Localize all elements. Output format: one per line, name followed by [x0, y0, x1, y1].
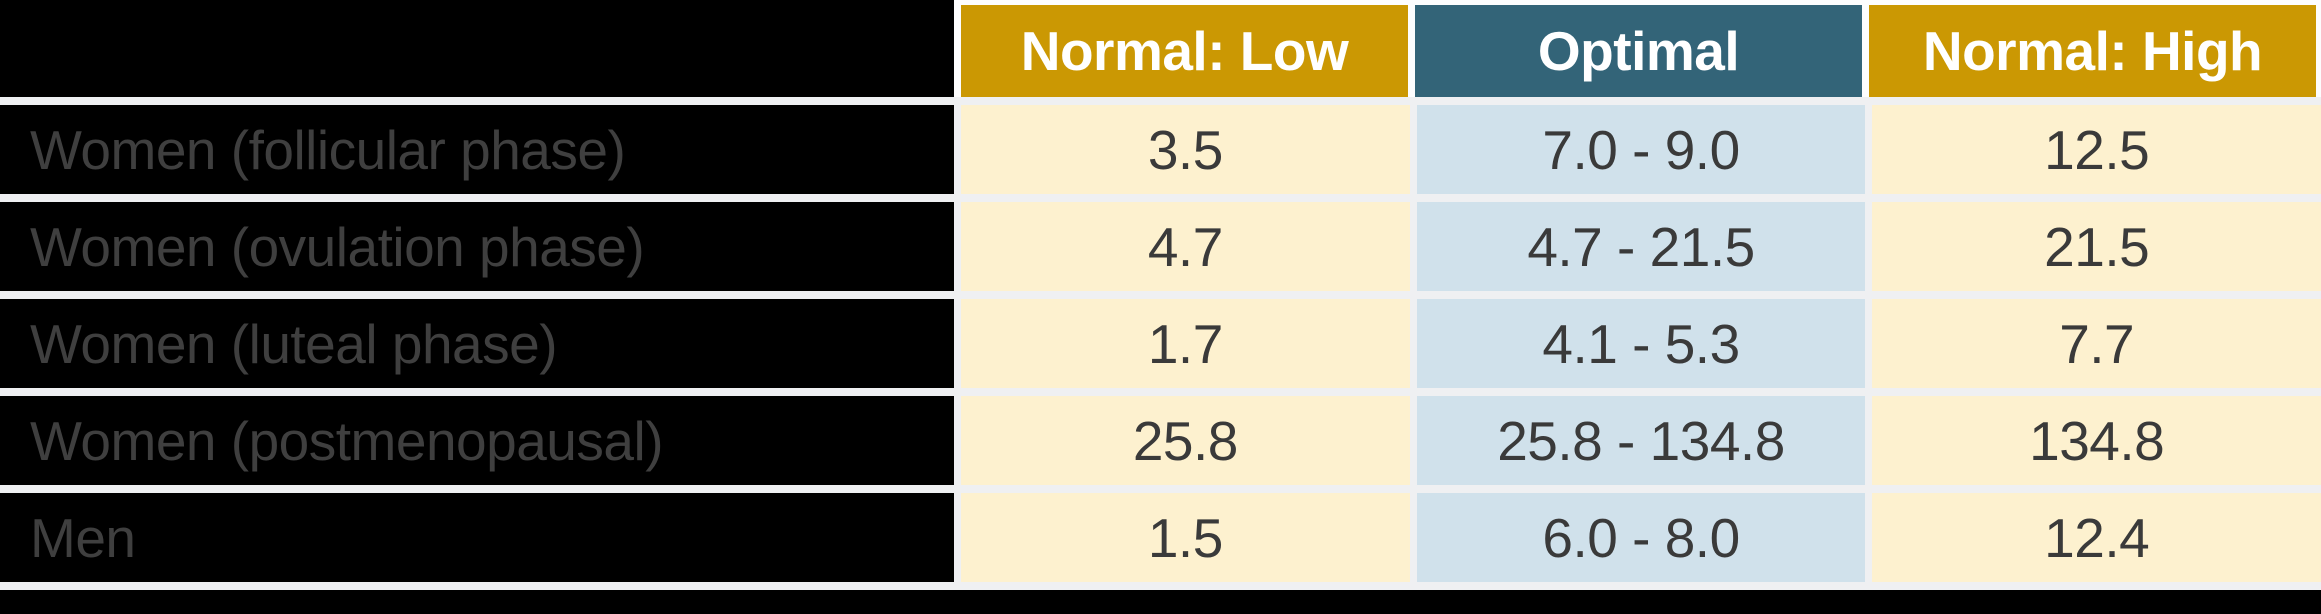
- table-row: Women (luteal phase) 1.7 4.1 - 5.3 7.7: [0, 299, 2321, 388]
- reference-range-table: Normal: Low Optimal Normal: High Women (…: [0, 0, 2321, 590]
- table-row: Women (follicular phase) 3.5 7.0 - 9.0 1…: [0, 105, 2321, 194]
- normal-low-value: 1.5: [961, 493, 1410, 582]
- normal-low-value: 4.7: [961, 202, 1410, 291]
- normal-high-value: 12.5: [1872, 105, 2321, 194]
- optimal-value: 6.0 - 8.0: [1416, 493, 1866, 582]
- table-row: Women (postmenopausal) 25.8 25.8 - 134.8…: [0, 396, 2321, 485]
- table-row: Women (ovulation phase) 4.7 4.7 - 21.5 2…: [0, 202, 2321, 291]
- column-header-optimal: Optimal: [1415, 5, 1862, 97]
- optimal-value: 4.7 - 21.5: [1416, 202, 1866, 291]
- normal-high-value: 21.5: [1872, 202, 2321, 291]
- normal-low-value: 25.8: [961, 396, 1410, 485]
- row-label: Women (postmenopausal): [0, 396, 954, 485]
- table-row: Men 1.5 6.0 - 8.0 12.4: [0, 493, 2321, 582]
- optimal-value: 7.0 - 9.0: [1416, 105, 1866, 194]
- normal-high-value: 7.7: [1872, 299, 2321, 388]
- column-header-normal-low: Normal: Low: [961, 5, 1408, 97]
- normal-low-value: 1.7: [961, 299, 1410, 388]
- row-label: Women (ovulation phase): [0, 202, 954, 291]
- bottom-divider-bar: [0, 590, 2321, 614]
- row-label: Women (follicular phase): [0, 105, 954, 194]
- row-label: Men: [0, 493, 954, 582]
- normal-high-value: 12.4: [1872, 493, 2321, 582]
- column-header-normal-high: Normal: High: [1869, 5, 2316, 97]
- table-header-row: Normal: Low Optimal Normal: High: [0, 0, 2321, 97]
- header-empty-cell: [0, 0, 954, 97]
- table-body: Women (follicular phase) 3.5 7.0 - 9.0 1…: [0, 105, 2321, 582]
- optimal-value: 25.8 - 134.8: [1416, 396, 1866, 485]
- normal-low-value: 3.5: [961, 105, 1410, 194]
- normal-high-value: 134.8: [1872, 396, 2321, 485]
- row-label: Women (luteal phase): [0, 299, 954, 388]
- optimal-value: 4.1 - 5.3: [1416, 299, 1866, 388]
